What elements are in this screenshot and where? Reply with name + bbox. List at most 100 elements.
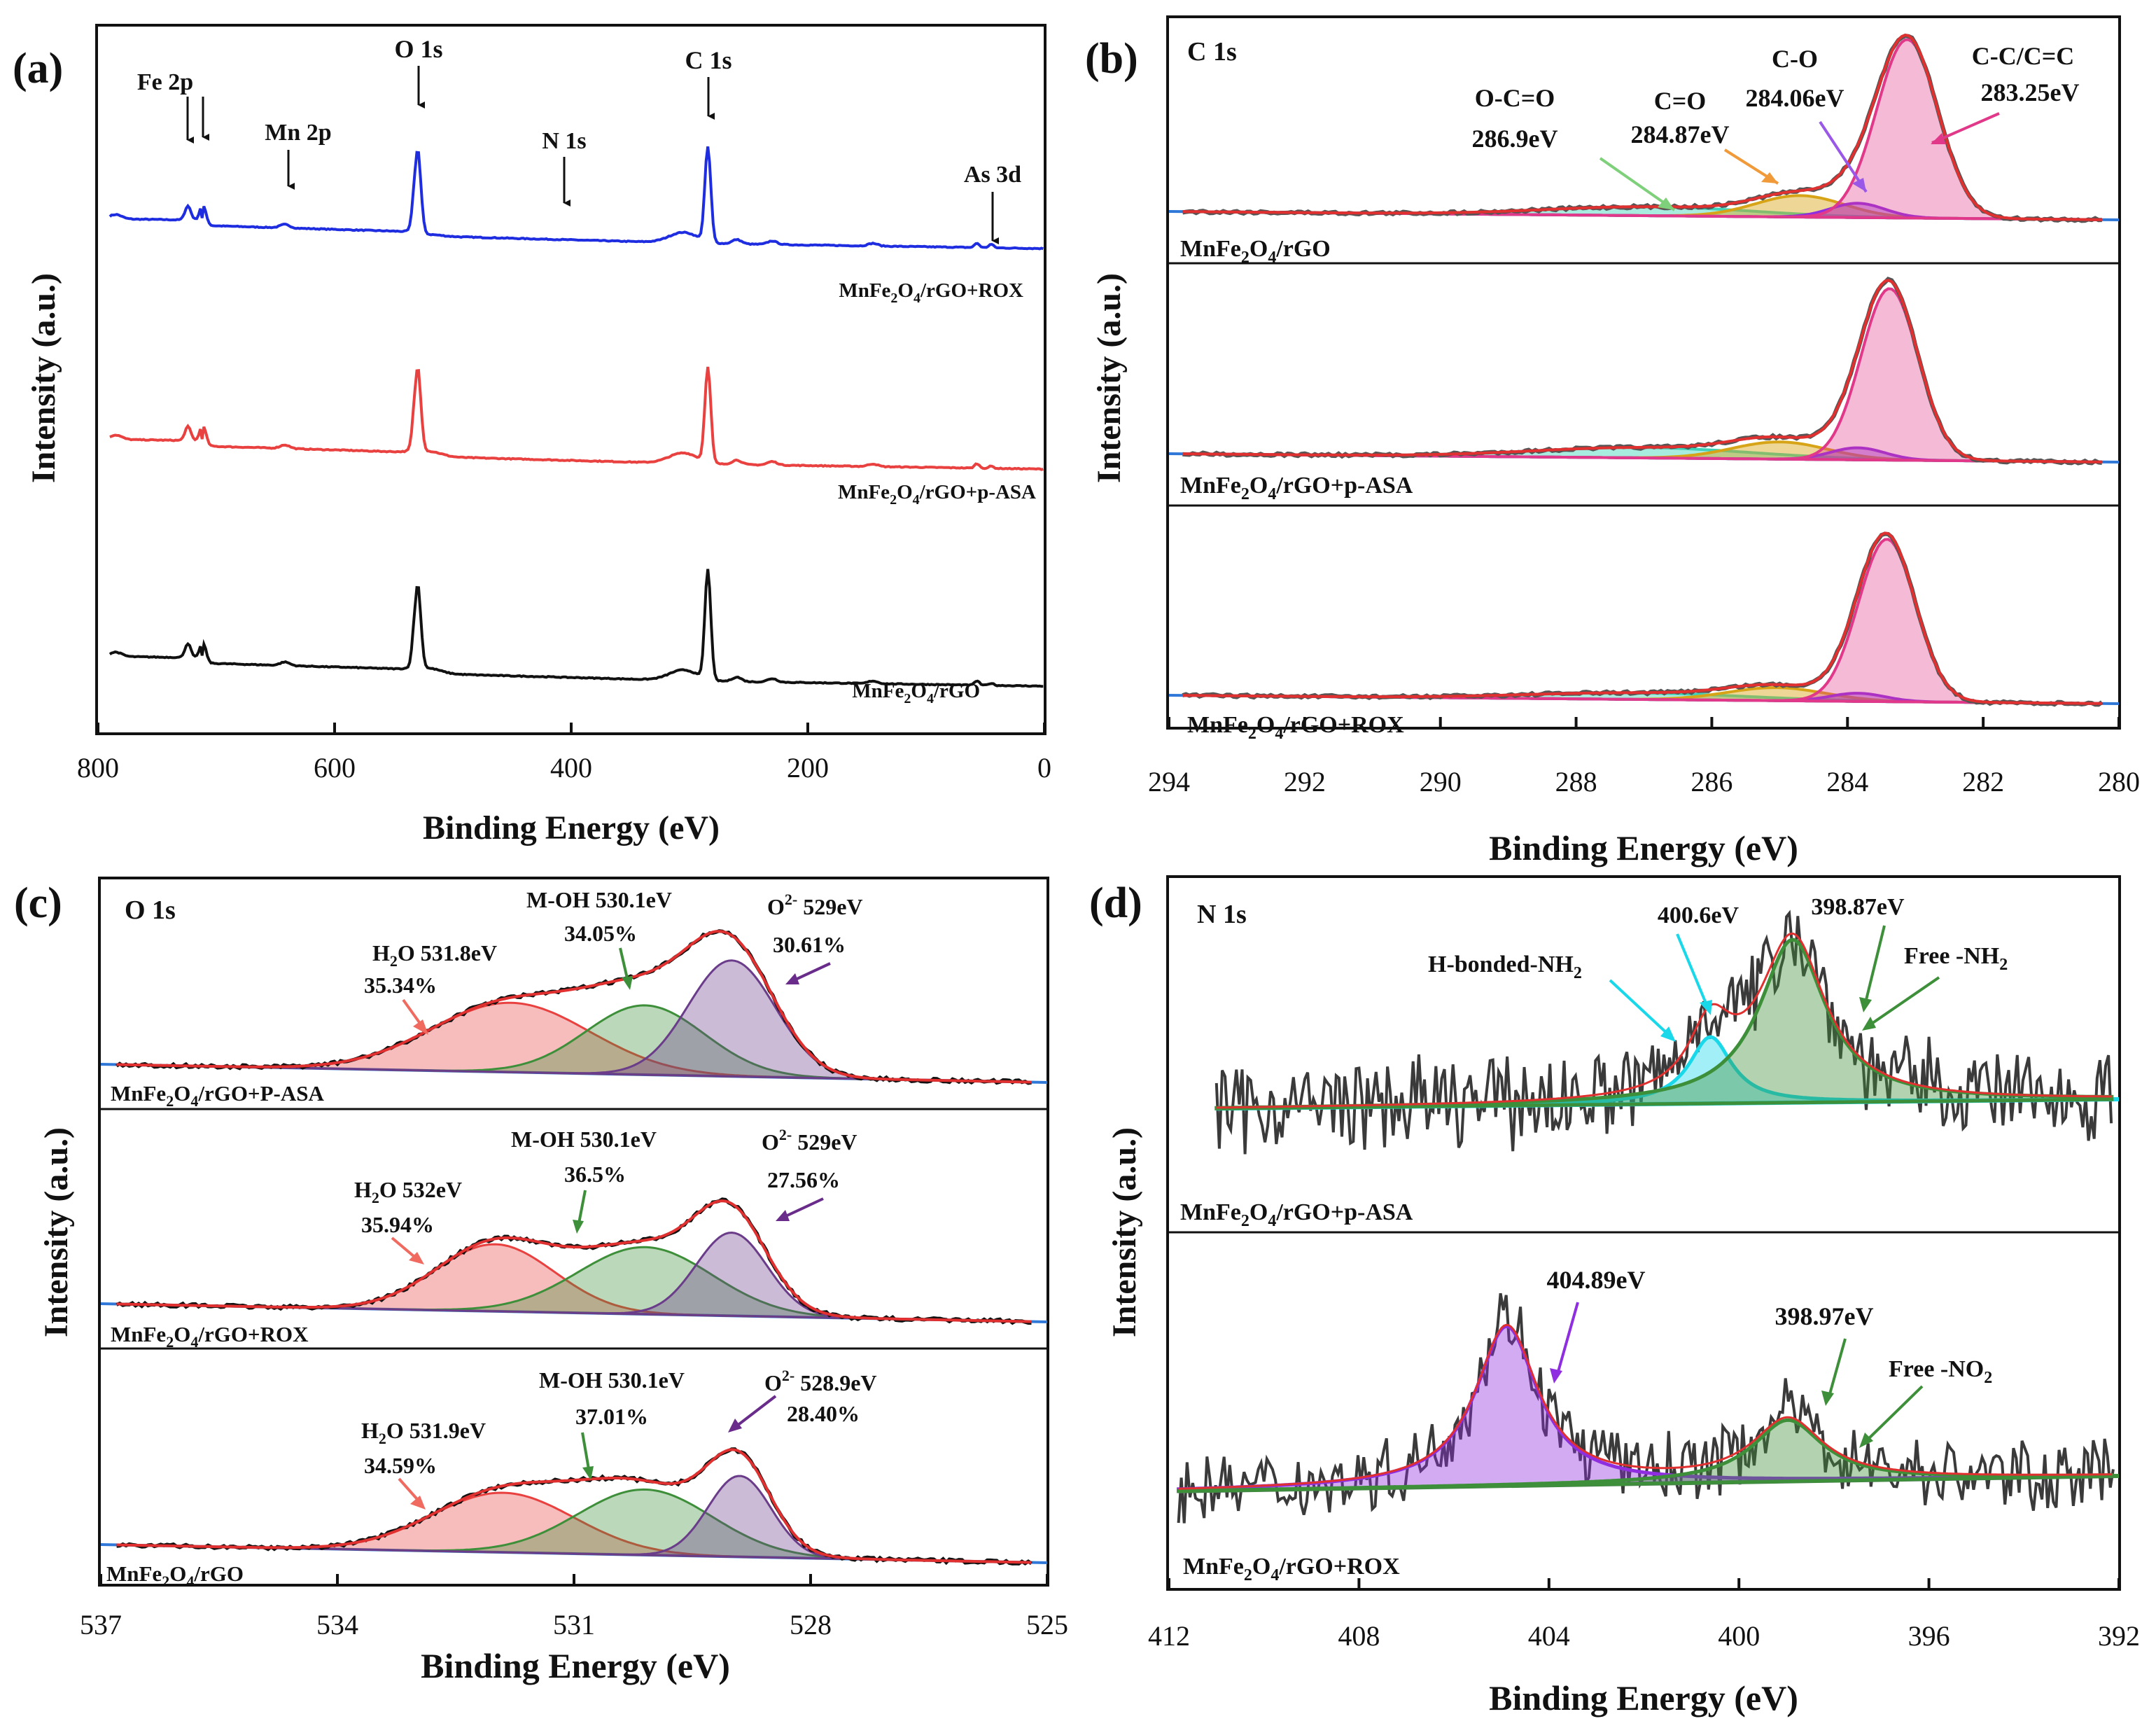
- panel-a-ylabel: Intensity (a.u.): [25, 273, 62, 483]
- panel-c-title: O 1s: [125, 896, 176, 925]
- arrow-n1s-2-peak1: [1555, 1302, 1579, 1377]
- n1s-2-peak2-label: 398.97eV: [1775, 1302, 1874, 1330]
- panel-c-ylabel: Intensity (a.u.): [38, 1127, 75, 1337]
- panel-c-xlabel: Binding Energy (eV): [421, 1646, 730, 1685]
- panel-c-spectra: [100, 929, 1048, 1566]
- o1s-2-o2: O2- 529eV: [762, 1126, 858, 1155]
- o1s-envelope-2: [116, 1448, 1032, 1564]
- o1s-envelope-1: [116, 1199, 1032, 1323]
- panel-a: (a) 800 600 400 200 0 Binding Energy (eV) In…: [13, 24, 1051, 846]
- panel-b-label-1: MnFe2O4/rGO: [1180, 236, 1331, 267]
- survey-spectrum-1: [109, 366, 1044, 471]
- c1s-label-co: C-O: [1772, 45, 1818, 73]
- o1s-2-o2-pct: 27.56%: [767, 1167, 840, 1192]
- x-tick-label: 412: [1148, 1620, 1190, 1652]
- c1s-label-cc: C-C/C=C: [1972, 42, 2075, 70]
- panel-d-ylabel: Intensity (a.u.): [1106, 1127, 1143, 1337]
- n1s-envelope-0: [1216, 932, 2112, 1109]
- o1s-component-moh-0: [116, 1004, 1032, 1084]
- n1s-1-peak2-name: Free -NH2: [1904, 943, 2008, 974]
- panel-a-letter: (a): [13, 45, 63, 92]
- arrow-n1s-2-peak2-b: [1863, 1385, 1924, 1444]
- arrow-co: [1819, 120, 1868, 193]
- panel-a-label-rox: MnFe2O4/rGO+ROX: [839, 279, 1023, 306]
- o1s-2-h2o-pct: 35.94%: [361, 1212, 434, 1237]
- n1s-raw-0: [1214, 910, 2113, 1155]
- n1s-component-0-1: [1214, 938, 2114, 1110]
- panel-a-x-ticks: 800 600 400 200 0: [77, 723, 1051, 783]
- peak-label-as3d: As 3d: [964, 162, 1021, 188]
- arrow-o1s-3-o2: [732, 1395, 777, 1430]
- o1s-3-moh-pct: 37.01%: [575, 1404, 648, 1429]
- arrowhead-n1s-1-peak2-a: [1859, 997, 1872, 1012]
- x-tick-label: 280: [2098, 766, 2140, 797]
- panel-d-label-1: MnFe2O4/rGO+p-ASA: [1180, 1199, 1413, 1230]
- c1s-label-ocoo: O-C=O: [1475, 84, 1555, 112]
- panel-b-letter: (b): [1085, 35, 1138, 83]
- o1s-3-h2o-pct: 34.59%: [364, 1453, 437, 1478]
- arrowhead-o1s-3-o2: [728, 1419, 742, 1433]
- x-tick-label: 534: [316, 1609, 358, 1640]
- x-tick-label: 284: [1826, 766, 1868, 797]
- arrowhead-o1s-3-moh: [582, 1466, 594, 1480]
- panel-b-spectra: [1168, 33, 2120, 707]
- c1s-energy-co: 284.06eV: [1746, 84, 1844, 112]
- o1s-1-o2-pct: 30.61%: [773, 932, 846, 957]
- survey-spectrum-0: [108, 146, 1044, 251]
- arrowhead-o1s-3-h2o: [410, 1496, 426, 1510]
- n1s-envelope-1: [1178, 1323, 2112, 1490]
- panel-b-x-ticks: 294 292 290 288 286 284 282 280: [1148, 717, 2140, 797]
- o1s-component-moh-1: [116, 1246, 1032, 1323]
- x-tick-label: 404: [1528, 1620, 1570, 1652]
- arrow-o1s-3-moh: [581, 1432, 591, 1474]
- c1s-envelope-2: [1182, 531, 2102, 705]
- o1s-2-moh: M-OH 530.1eV: [511, 1127, 657, 1152]
- panel-a-xlabel: Binding Energy (eV): [423, 809, 720, 846]
- x-tick-label: 392: [2098, 1620, 2140, 1652]
- panel-d-spectra: [1177, 910, 2120, 1524]
- arrowhead-o1s-2-h2o: [409, 1252, 424, 1264]
- o1s-3-h2o: H2O 531.9eV: [361, 1418, 486, 1447]
- panel-b-label-3: MnFe2O4/rGO+ROX: [1187, 712, 1404, 743]
- peak-label-fe2p: Fe 2p: [137, 69, 193, 95]
- arrowhead-n1s-1-peak1-a: [1700, 1000, 1712, 1015]
- arrow-n1s-1-peak2-b: [1866, 976, 1940, 1028]
- arrowhead-n1s-2-peak2-b: [1859, 1433, 1873, 1448]
- o1s-envelope-0: [116, 930, 1032, 1084]
- o1s-3-o2-pct: 28.40%: [787, 1401, 860, 1426]
- c1s-energy-co-double: 284.87eV: [1631, 120, 1730, 148]
- panel-c-letter: (c): [14, 879, 62, 927]
- arrowhead-n1s-2-peak1: [1550, 1368, 1562, 1384]
- arrow-ocoo: [1599, 157, 1676, 211]
- c1s-component-cc-1: [1182, 287, 2102, 464]
- o1s-2-moh-pct: 36.5%: [564, 1162, 626, 1187]
- panel-c-x-ticks: 537 534 531 528 525: [80, 1574, 1068, 1640]
- panel-a-spectra: [108, 146, 1044, 688]
- x-tick-label: 531: [553, 1609, 595, 1640]
- arrow-o1s-1-o2: [790, 962, 831, 983]
- arrowhead-co: [1852, 178, 1866, 192]
- panel-d-x-ticks: 412 408 404 400 396 392: [1148, 1578, 2140, 1652]
- c1s-raw-2: [1182, 531, 2104, 707]
- o1s-1-o2: O2- 529eV: [767, 891, 863, 919]
- peak-label-n1s: N 1s: [542, 128, 586, 154]
- panel-a-label-rgo: MnFe2O4/rGO: [852, 680, 980, 706]
- panel-b-xlabel: Binding Energy (eV): [1489, 828, 1798, 868]
- panel-b-title: C 1s: [1187, 37, 1237, 67]
- x-tick-label: 200: [787, 752, 829, 783]
- panel-c-label-3: MnFe2O4/rGO: [106, 1561, 244, 1590]
- panel-b: (b) 294 292 290 288 286 284 282 280 Binding Ene…: [1085, 15, 2140, 868]
- panel-c: (c) 537 534 531 528 525 Binding Energy (eV) …: [14, 877, 1068, 1685]
- o1s-1-h2o: H2O 531.8eV: [372, 940, 497, 970]
- n1s-1-peak1-label: 400.6eV: [1658, 903, 1740, 928]
- n1s-1-peak2-label: 398.87eV: [1811, 894, 1905, 920]
- o1s-2-h2o: H2O 532eV: [354, 1177, 462, 1206]
- panel-d-xlabel: Binding Energy (eV): [1489, 1678, 1798, 1717]
- arrow-n1s-1-peak1-a: [1676, 933, 1709, 1009]
- peak-label-c1s: C 1s: [685, 46, 732, 74]
- panel-a-label-pasa: MnFe2O4/rGO+p-ASA: [838, 481, 1036, 508]
- panel-d-title: N 1s: [1197, 900, 1247, 929]
- x-tick-label: 396: [1908, 1620, 1950, 1652]
- arrowhead-n1s-1-peak2-b: [1862, 1017, 1876, 1031]
- arrowhead-n1s-1-peak1-b: [1660, 1026, 1676, 1042]
